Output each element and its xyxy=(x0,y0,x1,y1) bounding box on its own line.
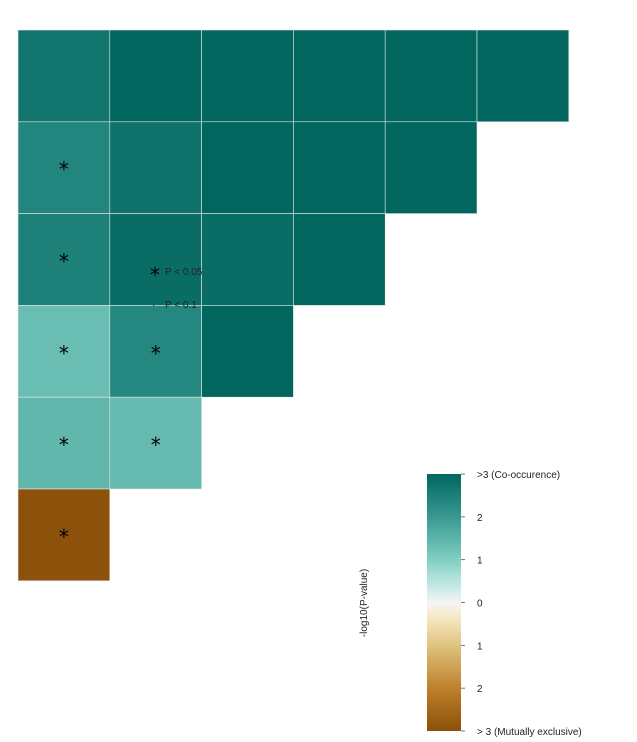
colorbar-ticks: >3 (Co-occurence) 2 1 0 1 2 > 3 (Mutually excl… xyxy=(461,470,582,738)
heatmap-cell-r5-c0 xyxy=(17,488,111,582)
heatmap-cell-r3-c2 xyxy=(201,305,294,398)
significance-marker-r3-c1: * xyxy=(151,341,161,365)
heatmap-cells xyxy=(17,29,570,582)
colorbar-tick-label-1: 2 xyxy=(477,513,483,524)
colorbar-tick-label-2: 1 xyxy=(477,556,483,567)
significance-marker-r5-c0: * xyxy=(59,525,69,549)
heatmap-cell-r0-c4 xyxy=(384,29,478,123)
colorbar: -log10(P-value) >3 (Co-occurence) 2 1 0 1 2 > … xyxy=(359,470,582,738)
heatmap-cell-r0-c5 xyxy=(476,29,570,123)
colorbar-tick-label-4: 1 xyxy=(477,641,483,652)
significance-marker-r1-c0: * xyxy=(59,158,69,182)
significance-marker-r3-c0: * xyxy=(59,341,69,365)
colorbar-tick-label-5: 2 xyxy=(477,684,483,695)
heatmap-cell-r3-c1 xyxy=(109,305,202,398)
heatmap-cell-r2-c1 xyxy=(109,213,202,306)
colorbar-tick-label-6: > 3 (Mutually exclusive) xyxy=(477,727,582,738)
significance-marker-r2-c0: * xyxy=(59,250,69,274)
sig-legend-dot-symbol: · xyxy=(152,300,155,311)
heatmap-cell-r1-c1 xyxy=(109,121,202,214)
heatmap-cell-r0-c0 xyxy=(17,29,111,123)
heatmap-cell-r0-c1 xyxy=(109,29,202,123)
heatmap-cell-r1-c0 xyxy=(17,121,111,214)
heatmap-cell-r4-c0 xyxy=(17,396,111,490)
heatmap-cell-r0-c3 xyxy=(293,29,386,123)
colorbar-gradient xyxy=(427,474,461,731)
sig-legend-p01-label: P < 0.1 xyxy=(165,300,197,311)
heatmap-cell-r2-c2 xyxy=(201,213,294,306)
colorbar-tick-label-3: 0 xyxy=(477,599,483,610)
significance-marker-r4-c0: * xyxy=(59,433,69,457)
heatmap-cell-r1-c3 xyxy=(293,121,386,214)
significance-markers: * * * * * * * xyxy=(59,158,161,549)
heatmap-cell-r4-c1 xyxy=(109,396,202,490)
significance-legend: * P < 0.05 · P < 0.1 xyxy=(150,263,203,311)
significance-marker-r4-c1: * xyxy=(151,433,161,457)
sig-legend-p005-label: P < 0.05 xyxy=(165,267,203,278)
colorbar-tick-label-0: >3 (Co-occurence) xyxy=(477,470,560,481)
heatmap-cell-r1-c4 xyxy=(384,121,478,214)
heatmap-cell-r1-c2 xyxy=(201,121,294,214)
heatmap-cell-r3-c0 xyxy=(17,305,111,398)
heatmap-cell-r0-c2 xyxy=(201,29,294,123)
heatmap-cell-r2-c0 xyxy=(17,213,111,306)
sig-legend-star-symbol: * xyxy=(150,263,160,287)
colorbar-title: -log10(P-value) xyxy=(359,569,370,637)
heatmap-cell-r2-c3 xyxy=(293,213,386,306)
